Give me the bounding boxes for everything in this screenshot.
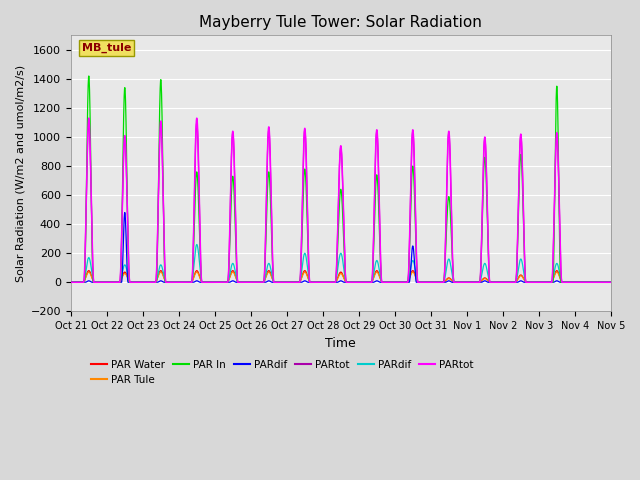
Legend: PAR Water, PAR Tule, PAR In, PARdif, PARtot, PARdif, PARtot: PAR Water, PAR Tule, PAR In, PARdif, PAR…	[87, 355, 478, 389]
X-axis label: Time: Time	[325, 336, 356, 349]
Text: MB_tule: MB_tule	[81, 43, 131, 53]
Title: Mayberry Tule Tower: Solar Radiation: Mayberry Tule Tower: Solar Radiation	[199, 15, 482, 30]
Y-axis label: Solar Radiation (W/m2 and umol/m2/s): Solar Radiation (W/m2 and umol/m2/s)	[15, 65, 25, 282]
